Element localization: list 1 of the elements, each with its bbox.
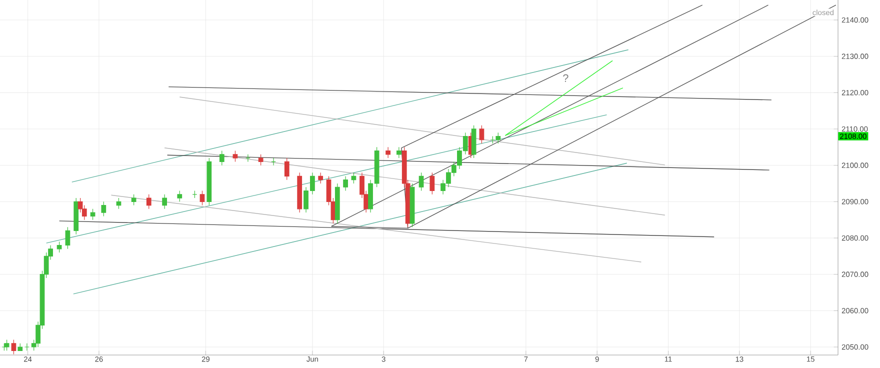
annotation: ? (563, 74, 568, 82)
